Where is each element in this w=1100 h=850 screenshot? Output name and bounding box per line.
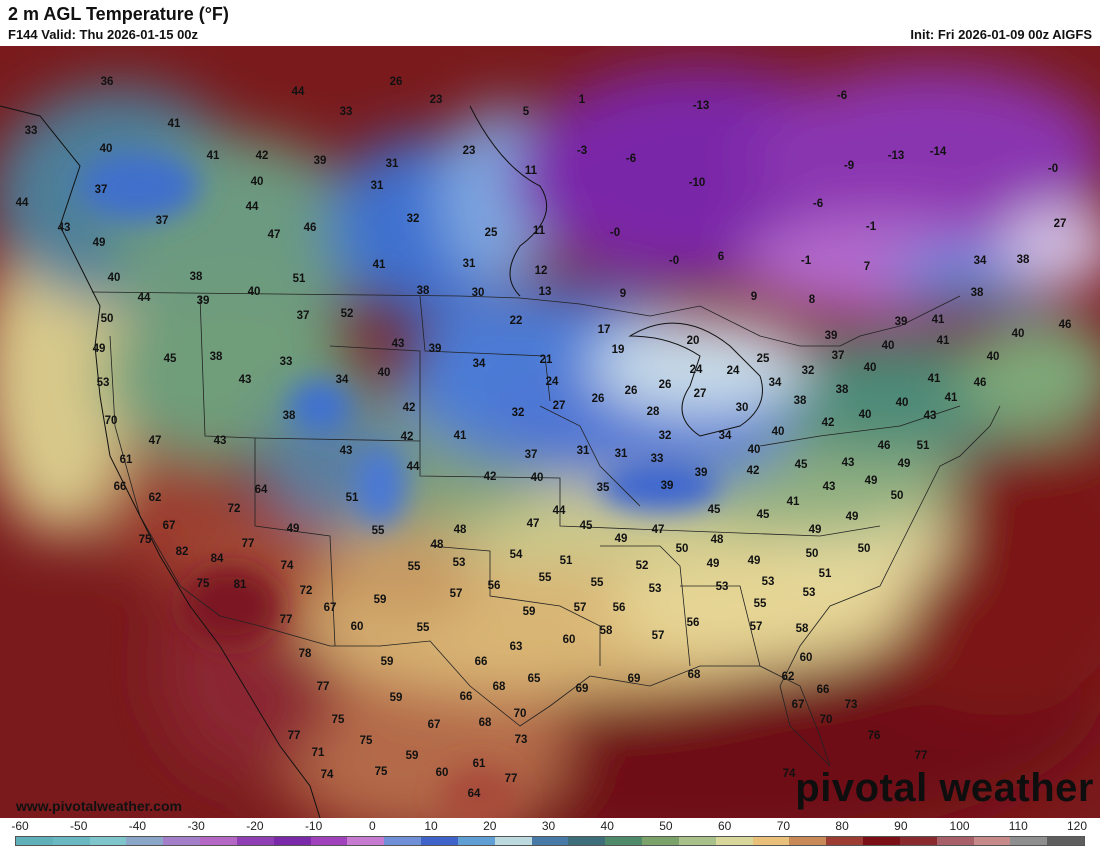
legend-tick-label: -10 <box>304 819 323 833</box>
terrain-detail <box>80 151 720 818</box>
legend-tick-label: 60 <box>717 819 732 833</box>
legend-color-segment <box>1010 837 1048 845</box>
legend-tick-label: -40 <box>128 819 147 833</box>
legend-colorbar <box>15 836 1085 846</box>
valid-time: F144 Valid: Thu 2026-01-15 00z <box>8 27 199 42</box>
legend-color-segment <box>863 837 900 845</box>
map-canvas <box>0 46 1100 818</box>
legend-color-segment <box>678 837 716 845</box>
brand-logo: pivotal weather <box>795 766 1094 810</box>
legend-color-segment <box>936 837 974 845</box>
legend-tick-label: 100 <box>949 819 970 833</box>
legend-color-segment <box>163 837 201 845</box>
legend-color-segment <box>568 837 606 845</box>
legend-color-segment <box>899 837 937 845</box>
legend-color-segment <box>200 837 237 845</box>
legend-color-segment <box>605 837 643 845</box>
legend-color-segment <box>310 837 348 845</box>
legend-color-segment <box>973 837 1011 845</box>
legend-tick-label: 110 <box>1008 819 1028 833</box>
legend-color-segment <box>347 837 385 845</box>
legend-tick-label: 70 <box>776 819 791 833</box>
legend-color-segment <box>52 837 90 845</box>
temperature-map <box>0 46 1100 818</box>
legend-tick-label: -30 <box>187 819 205 833</box>
legend-color-segment <box>126 837 164 845</box>
legend-tick-label: 50 <box>659 819 673 833</box>
legend-color-segment <box>16 837 53 845</box>
legend-tick-label: 120 <box>1066 819 1088 833</box>
header-bar: 2 m AGL Temperature (°F) F144 Valid: Thu… <box>0 0 1100 46</box>
legend-tick-label: -50 <box>70 819 88 833</box>
legend-tick-label: -20 <box>246 819 264 833</box>
legend-tick-label: 30 <box>541 819 556 833</box>
legend-color-segment <box>273 837 311 845</box>
legend-tick-label: -60 <box>11 819 29 833</box>
legend-tick-label: 0 <box>368 819 376 833</box>
legend-tick-label: 90 <box>894 819 908 833</box>
legend-color-segment <box>494 837 532 845</box>
init-time: Init: Fri 2026-01-09 00z AIGFS <box>910 27 1092 42</box>
legend-color-segment <box>236 837 274 845</box>
legend-tick-label: 80 <box>835 819 849 833</box>
legend-color-segment <box>384 837 422 845</box>
legend-color-segment <box>642 837 679 845</box>
color-legend: -60 -50 -40 -30 -20 -10 0 10 20 30 40 50 60 70 80 90 100… <box>0 818 1100 850</box>
legend-color-segment <box>89 837 127 845</box>
legend-color-segment <box>1047 837 1085 845</box>
legend-color-segment <box>421 837 458 845</box>
legend-tick-label: 10 <box>424 819 438 833</box>
legend-color-segment <box>826 837 864 845</box>
legend-tick-label: 40 <box>600 819 614 833</box>
site-url: www.pivotalweather.com <box>16 798 182 814</box>
legend-color-segment <box>789 837 827 845</box>
legend-tick-label: 20 <box>483 819 497 833</box>
coastlines <box>0 105 763 818</box>
temperature-shading <box>0 66 1100 818</box>
legend-color-segment <box>531 837 569 845</box>
map-title: 2 m AGL Temperature (°F) <box>8 4 229 24</box>
legend-color-segment <box>752 837 790 845</box>
political-boundaries <box>91 291 1001 767</box>
legend-color-segment <box>715 837 753 845</box>
legend-color-segment <box>457 837 495 845</box>
